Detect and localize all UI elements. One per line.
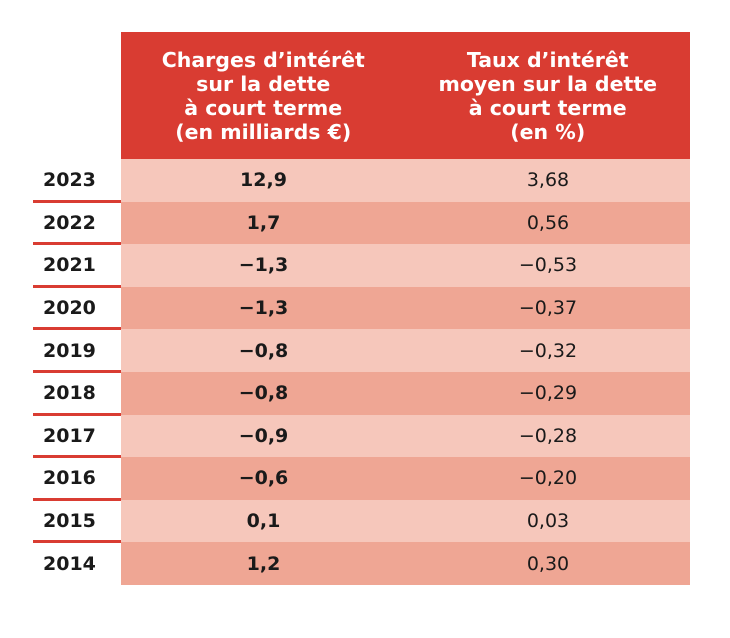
table-row: 2018 −0,8 −0,29 — [0, 371, 730, 416]
year-underline — [33, 497, 121, 501]
row-charges: 1,2 — [246, 552, 281, 575]
row-year: 2017 — [43, 424, 96, 447]
row-charges: −1,3 — [238, 297, 289, 320]
row-charges: −0,8 — [238, 382, 289, 405]
table-row: 2015 0,1 0,03 — [0, 499, 730, 544]
row-taux: −0,53 — [518, 254, 578, 277]
row-year: 2019 — [43, 339, 96, 362]
row-taux: 0,56 — [526, 211, 570, 234]
table-row: 2021 −1,3 −0,53 — [0, 244, 730, 288]
year-underline — [33, 284, 121, 288]
table-row: 2016 −0,6 −0,20 — [0, 457, 730, 501]
header-charges: Charges d’intérêt sur la dette à court t… — [161, 47, 365, 144]
row-band — [121, 329, 690, 372]
table-header: Charges d’intérêt sur la dette à court t… — [121, 32, 690, 159]
table-body: 2023 12,9 3,68 2022 1,7 0,56 2021 −1,3 −… — [0, 159, 730, 585]
year-underline — [33, 369, 121, 373]
table-row: 2017 −0,9 −0,28 — [0, 414, 730, 459]
table-row: 2019 −0,8 −0,32 — [0, 329, 730, 373]
row-band — [121, 244, 690, 287]
row-charges: −0,6 — [238, 467, 289, 490]
row-charges: 1,7 — [246, 211, 281, 234]
row-charges: −0,9 — [238, 424, 289, 447]
row-year: 2022 — [43, 211, 96, 234]
row-charges: 0,1 — [246, 510, 281, 533]
row-taux: 0,03 — [526, 510, 570, 533]
row-band — [121, 371, 690, 415]
row-taux: −0,37 — [518, 297, 578, 320]
row-band — [121, 499, 690, 543]
row-year: 2016 — [43, 467, 96, 490]
year-underline — [33, 327, 121, 331]
year-underline — [33, 242, 121, 246]
row-year: 2014 — [43, 552, 96, 575]
year-underline — [33, 199, 121, 203]
row-band — [121, 542, 690, 585]
table-row: 2022 1,7 0,56 — [0, 201, 730, 246]
row-taux: −0,20 — [518, 467, 578, 490]
row-band — [121, 286, 690, 330]
row-year: 2020 — [43, 297, 96, 320]
row-band — [121, 159, 690, 202]
row-band — [121, 457, 690, 500]
row-year: 2023 — [43, 169, 96, 192]
row-charges: 12,9 — [240, 169, 287, 192]
row-year: 2018 — [43, 382, 96, 405]
row-taux: 0,30 — [526, 552, 570, 575]
table-row: 2014 1,2 0,30 — [0, 542, 730, 585]
table-row: 2023 12,9 3,68 — [0, 159, 730, 203]
row-charges: −0,8 — [238, 339, 289, 362]
table-row: 2020 −1,3 −0,37 — [0, 286, 730, 331]
row-charges: −1,3 — [238, 254, 289, 277]
year-underline — [33, 455, 121, 459]
row-taux: −0,28 — [518, 424, 578, 447]
row-year: 2015 — [43, 510, 96, 533]
row-band — [121, 201, 690, 245]
row-taux: −0,32 — [518, 339, 578, 362]
header-taux: Taux d’intérêt moyen sur la dette à cour… — [438, 47, 658, 144]
row-year: 2021 — [43, 254, 96, 277]
year-underline — [33, 412, 121, 416]
row-taux: 3,68 — [526, 169, 570, 192]
year-underline — [33, 540, 121, 544]
row-taux: −0,29 — [518, 382, 578, 405]
row-band — [121, 414, 690, 458]
